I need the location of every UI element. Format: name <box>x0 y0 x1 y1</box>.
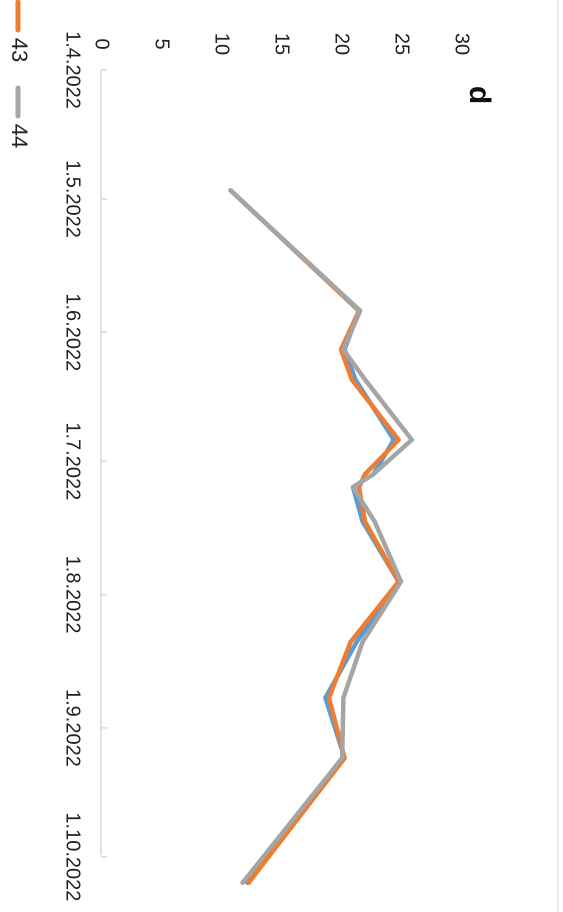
y-tick-label: 15 <box>271 33 293 55</box>
x-tick-label: 1.6.2022 <box>62 293 84 371</box>
y-tick-label: 30 <box>451 33 473 55</box>
x-tick-label: 1.9.2022 <box>62 689 84 767</box>
y-axis-labels: 0 5 10 15 20 25 30 <box>91 33 473 55</box>
legend: 43 44 <box>7 0 32 148</box>
y-tick-label: 0 <box>91 38 113 49</box>
x-axis-ticks <box>101 69 107 858</box>
series-line-2 <box>228 188 401 885</box>
x-tick-label: 1.7.2022 <box>62 422 84 500</box>
y-tick-label: 25 <box>391 33 413 55</box>
x-tick-label: 1.10.2022 <box>62 812 84 901</box>
chart-title: d <box>463 86 496 104</box>
x-axis-labels: 1.4.2022 1.5.2022 1.6.2022 1.7.2022 1.8.2022… <box>62 31 84 901</box>
legend-label: 43 <box>7 38 32 62</box>
x-tick-label: 1.5.2022 <box>62 160 84 238</box>
series-lines <box>228 188 415 885</box>
x-tick-label: 1.4.2022 <box>62 31 84 109</box>
legend-label: 44 <box>7 124 32 148</box>
x-tick-label: 1.8.2022 <box>62 556 84 634</box>
y-tick-label: 10 <box>211 33 233 55</box>
series-line-3 <box>228 188 415 885</box>
y-tick-label: 20 <box>331 33 353 55</box>
y-tick-label: 5 <box>151 38 173 49</box>
